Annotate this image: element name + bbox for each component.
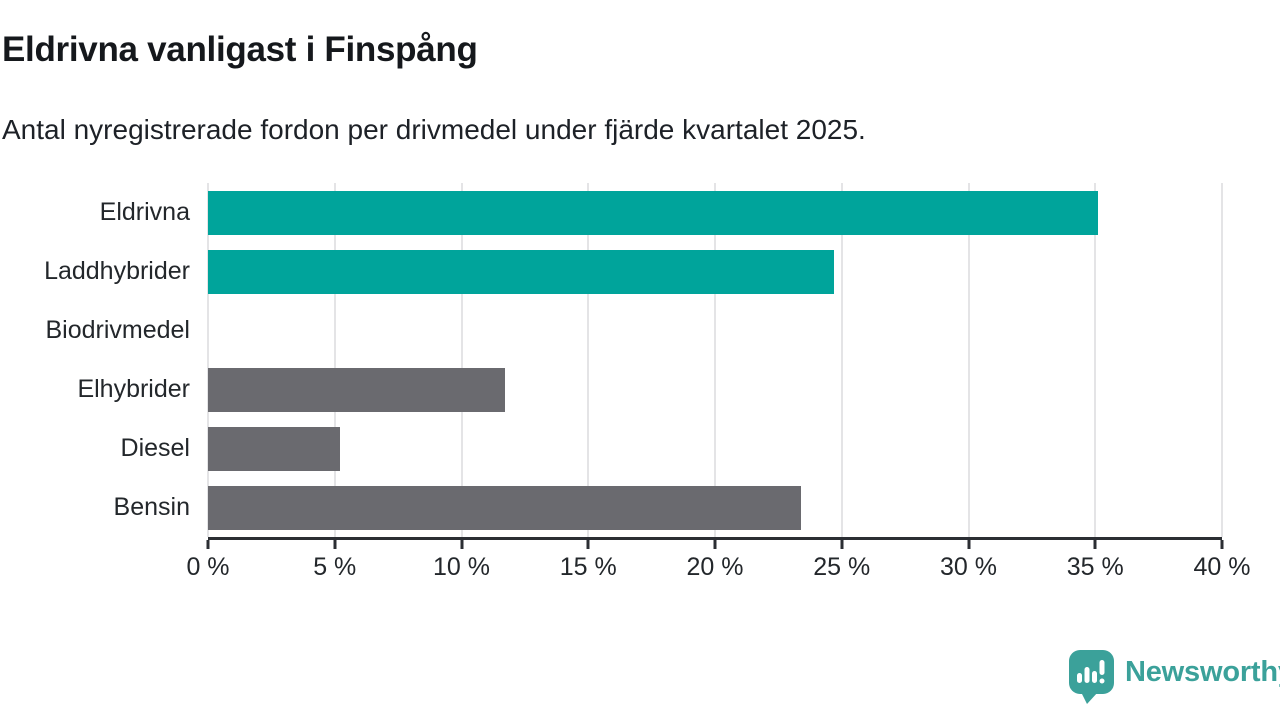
axis-tick-label-40: 40 % (1193, 553, 1251, 581)
x-axis: 0 % 5 % 10 % 15 % 20 % 25 % 30 % 35 % 40 % (186, 537, 1250, 586)
axis-tick-30 (967, 540, 970, 549)
axis-tick-35 (1093, 540, 1097, 549)
bar-row (208, 242, 1222, 301)
axis-tick-label-25: 25 % (813, 553, 871, 581)
axis-tick-25 (840, 540, 844, 549)
category-label: Biodrivmedel (45, 316, 190, 344)
chart-title: Eldrivna vanligast i Finspång (2, 30, 478, 69)
gridline-40 (1221, 183, 1223, 537)
category-label: Elhybrider (77, 375, 190, 403)
gridline-15 (587, 183, 590, 537)
gridline-10 (460, 183, 463, 537)
newsworthy-logo-text: Newsworthy (1125, 656, 1280, 688)
axis-tick-5 (333, 540, 337, 549)
bar (208, 485, 802, 530)
axis-tick-label-20: 20 % (686, 553, 744, 581)
axis-tick-40 (1220, 540, 1224, 549)
bar (208, 190, 1098, 235)
bar-row (208, 183, 1222, 242)
axis-tick-15 (586, 540, 590, 549)
gridline-35 (1094, 183, 1097, 537)
axis-tick-20 (713, 540, 717, 549)
bar-row (208, 301, 1222, 360)
axis-tick-label-15: 15 % (559, 553, 617, 581)
bar-row (208, 360, 1222, 419)
category-label: Laddhybrider (44, 257, 190, 285)
axis-tick-label-10: 10 % (433, 553, 490, 581)
bar (208, 249, 835, 294)
bar-row (208, 419, 1222, 478)
axis-tick-label-5: 5 % (313, 553, 357, 581)
axis-tick-label-30: 30 % (940, 553, 997, 581)
chart-subtitle: Antal nyregistrerade fordon per drivmede… (2, 114, 866, 145)
plot-area (207, 183, 1223, 537)
axis-tick-0 (206, 540, 210, 549)
bar-row (208, 478, 1222, 537)
bar (208, 426, 340, 471)
axis-tick-label-35: 35 % (1066, 553, 1124, 581)
category-label: Bensin (113, 493, 190, 521)
newsworthy-speech-bubble-bar-chart-icon (1069, 650, 1114, 704)
category-label: Diesel (120, 434, 190, 462)
axis-tick-label-0: 0 % (186, 553, 230, 581)
newsworthy-logo: Newsworthy (1068, 648, 1280, 704)
category-label: Eldrivna (99, 198, 190, 226)
gridline-30 (967, 183, 970, 537)
gridline-0 (207, 183, 209, 537)
gridline-25 (840, 183, 843, 537)
axis-tick-10 (460, 540, 463, 549)
gridline-20 (714, 183, 716, 537)
category-labels: Eldrivna Laddhybrider Biodrivmedel Elhybrid… (0, 183, 190, 537)
bar (208, 367, 505, 412)
gridline-5 (333, 183, 336, 537)
bar-rows (208, 183, 1222, 537)
